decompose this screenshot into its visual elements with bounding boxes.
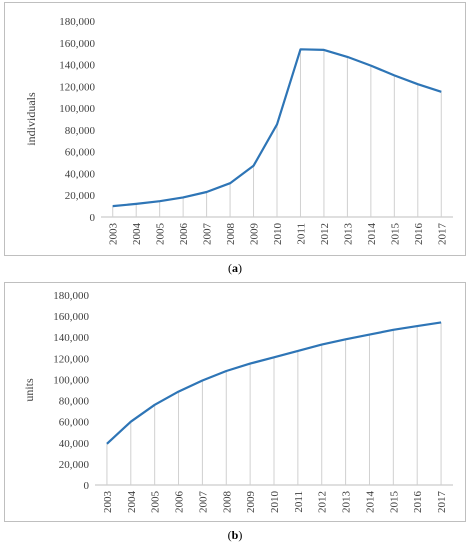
- chart-a-svg: individuals 0 20,000 40,000 60,000 80,000 100,…: [24, 16, 453, 246]
- x-tick-label: 2005: [155, 223, 167, 246]
- y-tick-label: 180,000: [59, 16, 95, 28]
- chart-panel-a: individuals 0 20,000 40,000 60,000 80,000 100,…: [4, 2, 466, 256]
- y-tick-label: 20,000: [59, 459, 90, 471]
- x-tick-label: 2016: [412, 491, 424, 514]
- x-tick-label: 2004: [126, 491, 138, 514]
- x-tick-label: 2012: [317, 491, 329, 513]
- chart-panel-b: units 0 20,000 40,000 60,000 80,000 100,000 120…: [4, 282, 466, 522]
- y-tick-label: 100,000: [53, 374, 89, 386]
- caption-b: (b): [227, 528, 243, 542]
- y-tick-label: 140,000: [53, 332, 89, 344]
- y-tick-label: 40,000: [59, 438, 90, 450]
- x-tick-label: 2013: [342, 223, 354, 246]
- x-tick-label: 2017: [436, 491, 448, 514]
- y-tick-label: 180,000: [53, 290, 89, 302]
- x-tick-label: 2010: [269, 491, 281, 514]
- x-tick-label: 2007: [197, 491, 209, 514]
- y-tick-label: 120,000: [59, 81, 95, 93]
- y-tick-label: 60,000: [65, 147, 96, 159]
- x-tick-label: 2010: [272, 223, 284, 246]
- x-tick-label: 2008: [221, 491, 233, 514]
- y-tick-label: 80,000: [65, 125, 96, 137]
- y-tick-label: 160,000: [53, 311, 89, 323]
- caption-a: (a): [228, 261, 242, 275]
- chart-b-svg: units 0 20,000 40,000 60,000 80,000 100,000 120…: [22, 290, 453, 514]
- x-tick-label: 2003: [102, 491, 114, 514]
- y-tick-label: 120,000: [53, 353, 89, 365]
- x-tick-label: 2014: [366, 223, 378, 246]
- x-tick-label: 2013: [341, 491, 353, 514]
- y-axis-label: individuals: [24, 92, 38, 146]
- x-tick-label: 2009: [249, 223, 261, 246]
- x-tick-label: 2014: [364, 491, 376, 514]
- y-axis-label: units: [22, 378, 36, 402]
- y-tick-label: 140,000: [59, 60, 95, 72]
- x-tick-label: 2007: [202, 223, 214, 246]
- y-tick-label: 40,000: [65, 168, 96, 180]
- y-tick-label: 0: [90, 212, 96, 224]
- series-line: [112, 48, 442, 208]
- y-tick-label: 80,000: [59, 396, 90, 408]
- x-tick-label: 2006: [174, 491, 186, 514]
- y-tick-label: 0: [84, 480, 90, 492]
- x-tick-label: 2009: [245, 491, 257, 514]
- caption-b-letter: b: [231, 528, 239, 542]
- y-tick-label: 160,000: [59, 38, 95, 50]
- x-tick-label: 2012: [319, 223, 331, 245]
- x-tick-label: 2006: [178, 223, 190, 246]
- x-tick-label: 2005: [150, 491, 162, 514]
- caption-a-letter: a: [232, 261, 238, 275]
- x-tick-label: 2015: [388, 491, 400, 514]
- x-tick-label: 2011: [295, 223, 307, 245]
- x-tick-label: 2017: [436, 223, 448, 246]
- y-tick-label: 20,000: [65, 190, 96, 202]
- x-tick-label: 2011: [293, 491, 305, 513]
- x-tick-label: 2003: [108, 223, 120, 246]
- x-tick-label: 2016: [413, 223, 425, 246]
- y-tick-label: 100,000: [59, 103, 95, 115]
- x-tick-label: 2004: [131, 223, 143, 246]
- series-line: [106, 321, 442, 445]
- x-tick-label: 2008: [225, 223, 237, 246]
- x-tick-label: 2015: [389, 223, 401, 246]
- y-tick-label: 60,000: [59, 417, 90, 429]
